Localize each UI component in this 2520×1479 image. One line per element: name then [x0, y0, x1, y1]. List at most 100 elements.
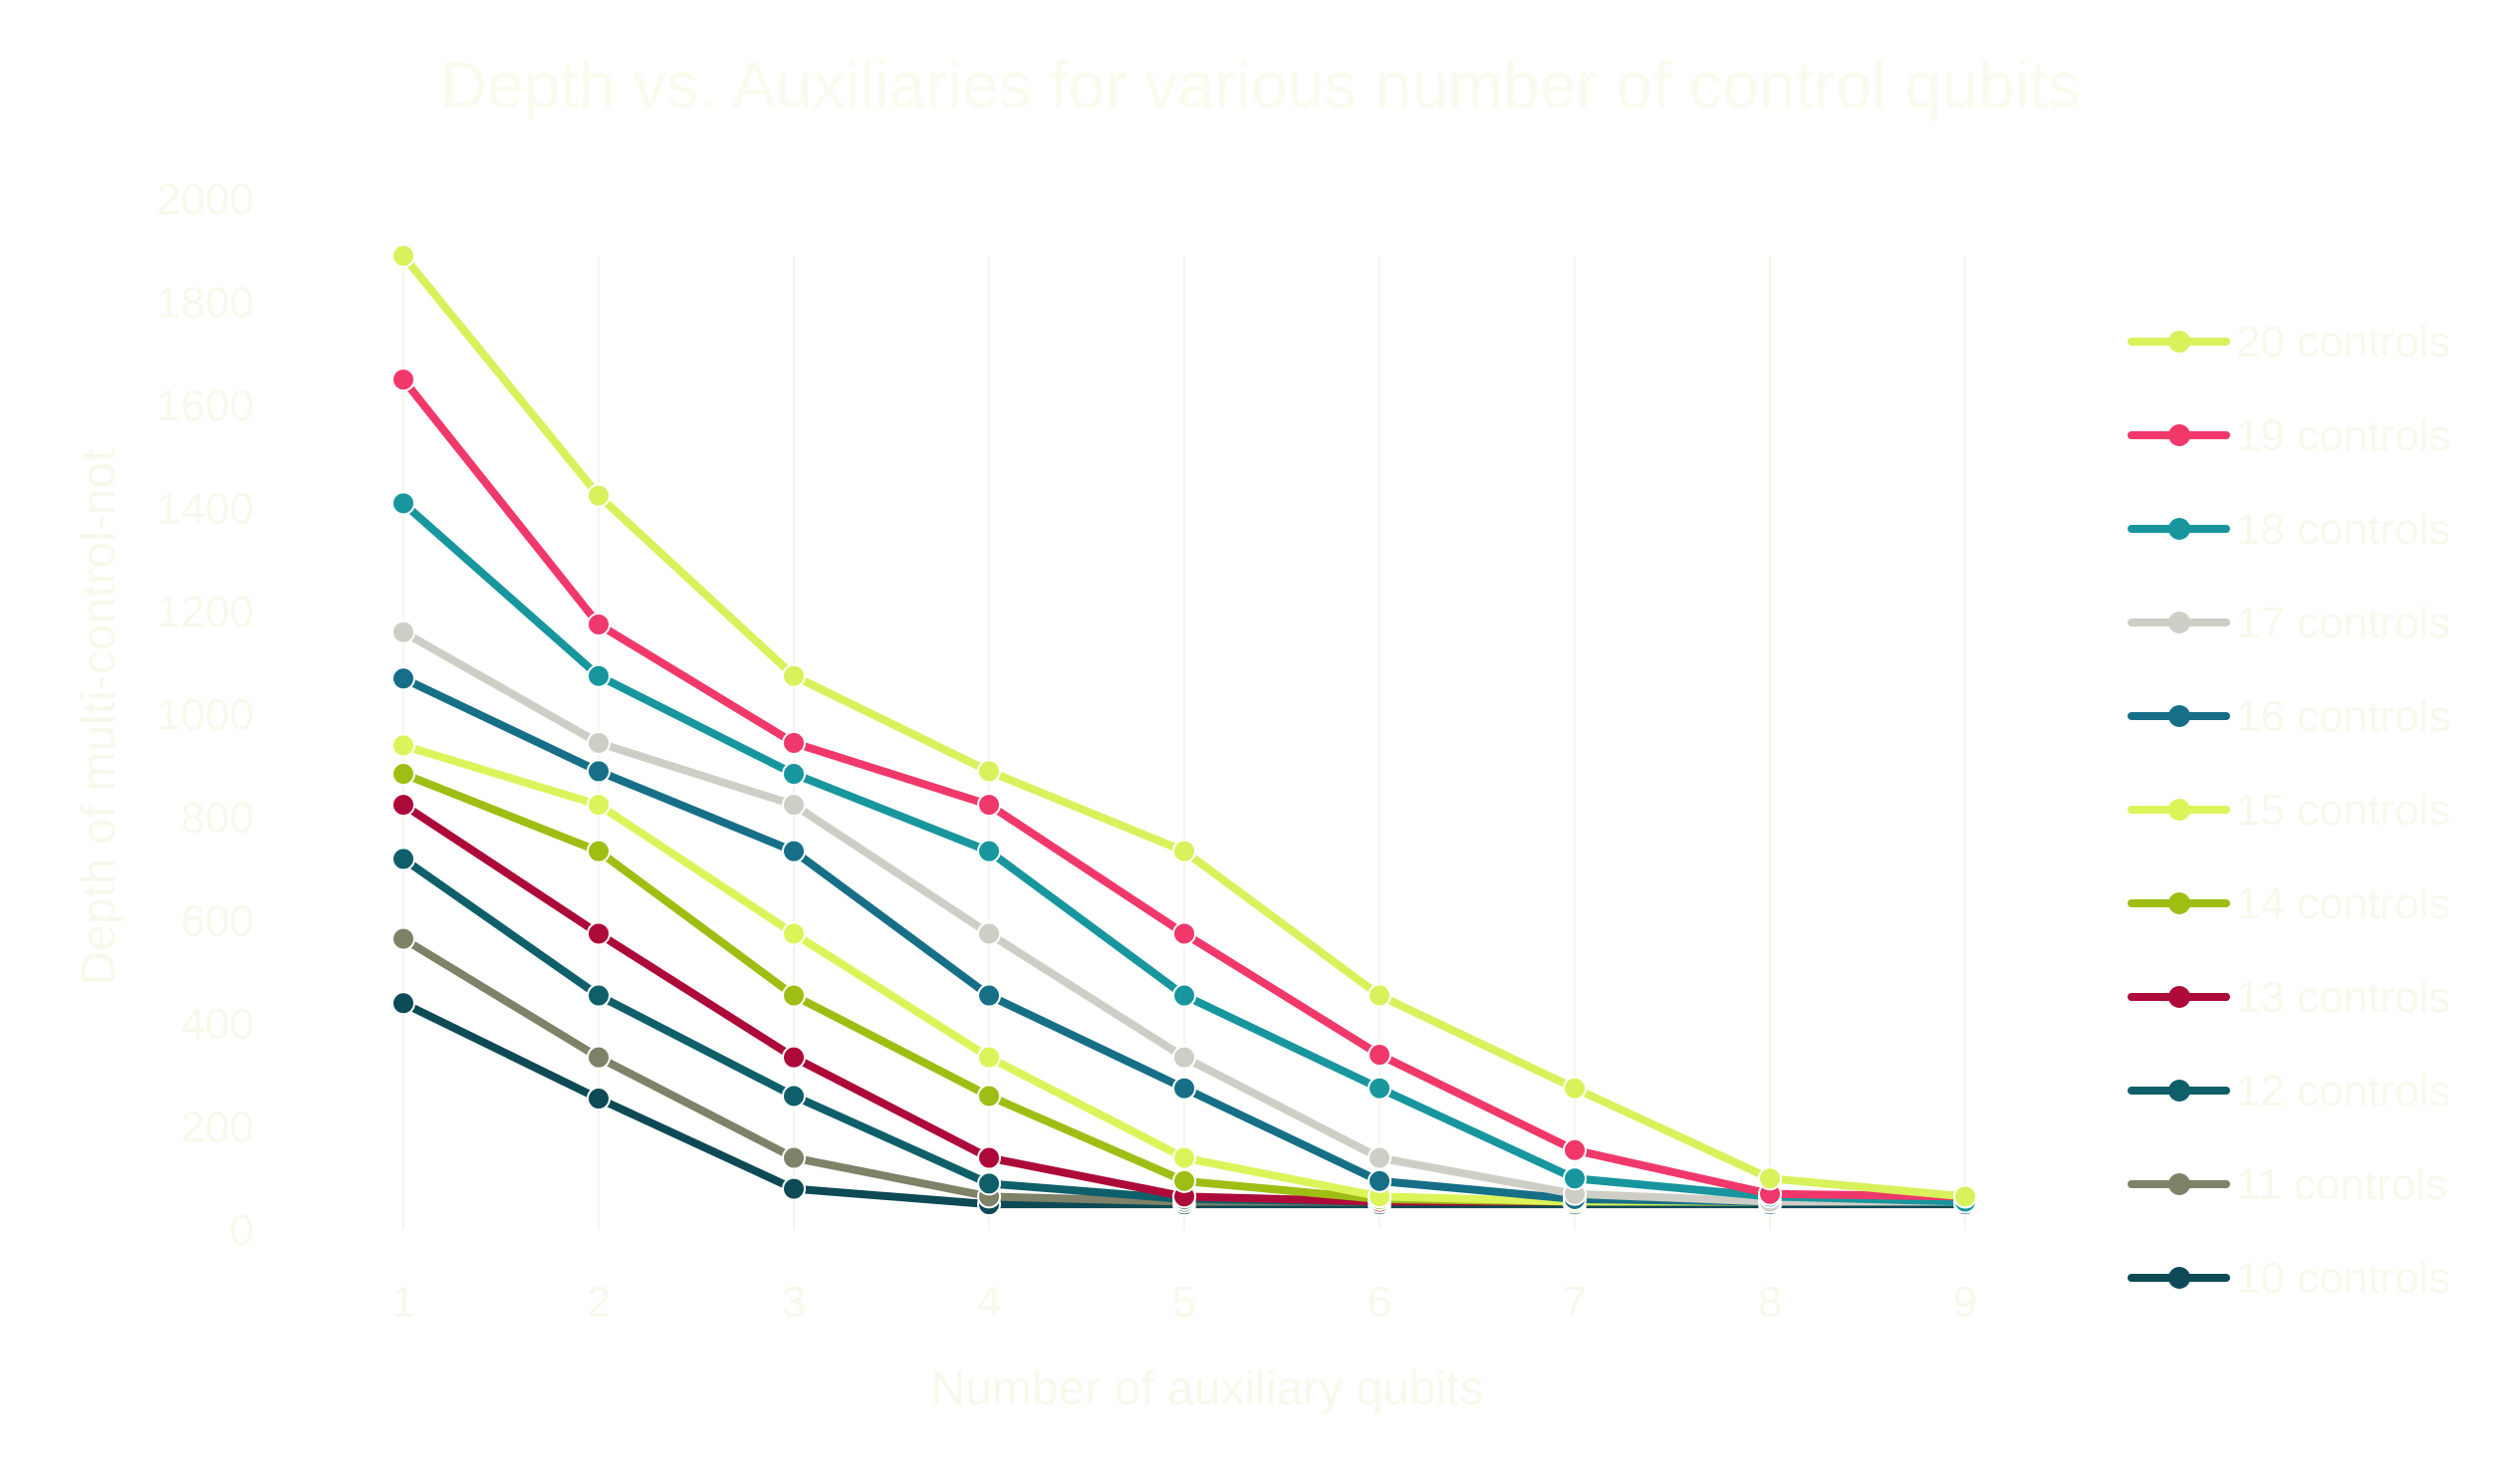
legend-marker	[2168, 799, 2190, 821]
x-axis-ticks: 1 2 3 4 5 6 7 8 9	[391, 1278, 1977, 1327]
legend-item: 20 controls	[2128, 318, 2450, 367]
data-point	[782, 839, 806, 863]
data-point	[587, 1045, 611, 1070]
data-point	[587, 663, 611, 688]
legend-item: 12 controls	[2128, 1067, 2450, 1115]
data-point	[977, 793, 1001, 818]
legend-label: 15 controls	[2236, 786, 2450, 835]
x-tick-label: 8	[1758, 1278, 1782, 1327]
data-point	[1953, 1184, 1977, 1209]
y-tick-label: 600	[181, 897, 254, 946]
x-tick-label: 4	[977, 1278, 1001, 1327]
data-point	[391, 619, 415, 644]
legend-item: 19 controls	[2128, 411, 2450, 460]
data-point	[977, 1045, 1001, 1070]
legend-label: 16 controls	[2236, 692, 2450, 741]
y-tick-label: 0	[230, 1206, 254, 1255]
data-point	[587, 759, 611, 784]
data-point	[782, 793, 806, 818]
legend-item: 15 controls	[2128, 786, 2450, 835]
data-point	[782, 921, 806, 946]
legend-label: 14 controls	[2236, 879, 2450, 928]
data-point	[391, 762, 415, 787]
legend-label: 18 controls	[2236, 505, 2450, 554]
data-point	[587, 983, 611, 1008]
legend-marker	[2168, 1173, 2190, 1195]
data-point	[977, 839, 1001, 863]
data-point	[1758, 1166, 1782, 1191]
legend-marker	[2168, 1267, 2190, 1289]
data-point	[782, 663, 806, 688]
data-point	[782, 1084, 806, 1109]
x-tick-label: 2	[587, 1278, 611, 1327]
legend-item: 11 controls	[2128, 1160, 2447, 1209]
data-point	[977, 1145, 1001, 1170]
legend-marker	[2168, 518, 2190, 540]
y-tick-label: 200	[181, 1104, 254, 1152]
legend-label: 19 controls	[2236, 411, 2450, 460]
data-point	[782, 730, 806, 755]
x-tick-label: 7	[1563, 1278, 1587, 1327]
y-axis-label: Depth of multi-control-not	[73, 449, 126, 986]
data-point	[1172, 1076, 1196, 1101]
data-point	[391, 733, 415, 758]
data-point	[1368, 1043, 1391, 1068]
data-point	[1368, 1168, 1391, 1193]
data-point	[782, 1176, 806, 1201]
data-point	[1368, 1076, 1391, 1101]
legend-marker	[2168, 986, 2190, 1008]
data-point	[1172, 983, 1196, 1008]
legend-marker	[2168, 612, 2190, 633]
legend-marker	[2168, 331, 2190, 353]
data-point	[1172, 1145, 1196, 1170]
y-tick-label: 2000	[156, 175, 254, 224]
data-point	[977, 921, 1001, 946]
legend-item: 17 controls	[2128, 599, 2450, 647]
y-axis-ticks: 0 200 400 600 800 1000 1200 1400 1600 1800 2000	[156, 175, 254, 1255]
data-point	[391, 368, 415, 392]
data-point	[977, 1171, 1001, 1196]
data-point	[977, 983, 1001, 1008]
data-point	[782, 1145, 806, 1170]
y-tick-label: 400	[181, 1000, 254, 1049]
legend-item: 14 controls	[2128, 879, 2450, 928]
data-point	[391, 666, 415, 691]
legend-label: 10 controls	[2236, 1254, 2450, 1303]
data-point	[391, 793, 415, 818]
x-tick-label: 1	[391, 1278, 415, 1327]
legend-marker	[2168, 1080, 2190, 1102]
data-point	[587, 483, 611, 508]
x-guidelines	[402, 255, 1966, 1230]
legend-label: 12 controls	[2236, 1067, 2450, 1115]
data-point	[587, 839, 611, 863]
data-point	[1172, 1168, 1196, 1193]
data-point	[1563, 1076, 1587, 1101]
series-20-controls	[391, 243, 1977, 1209]
data-point	[391, 926, 415, 951]
data-point	[977, 1084, 1001, 1109]
legend: 20 controls 19 controls 18 controls 17 cont…	[2128, 318, 2450, 1303]
data-point	[587, 612, 611, 636]
data-point	[1563, 1137, 1587, 1162]
legend-label: 20 controls	[2236, 318, 2450, 367]
legend-item: 16 controls	[2128, 692, 2450, 741]
x-axis-label: Number of auxiliary qubits	[931, 1362, 1484, 1415]
y-tick-label: 1400	[156, 485, 254, 534]
legend-label: 11 controls	[2236, 1160, 2447, 1209]
data-point	[391, 991, 415, 1016]
x-tick-label: 3	[782, 1278, 806, 1327]
y-tick-label: 800	[181, 794, 254, 843]
data-point	[391, 847, 415, 871]
data-point	[1368, 983, 1391, 1008]
x-tick-label: 5	[1172, 1278, 1196, 1327]
data-point	[1172, 921, 1196, 946]
chart-title: Depth vs. Auxiliaries for various number…	[439, 48, 2080, 122]
data-point	[782, 762, 806, 787]
data-point	[587, 793, 611, 818]
data-point	[587, 1087, 611, 1111]
y-tick-label: 1200	[156, 588, 254, 636]
x-tick-label: 6	[1368, 1278, 1391, 1327]
data-point	[1368, 1145, 1391, 1170]
data-point	[391, 491, 415, 516]
